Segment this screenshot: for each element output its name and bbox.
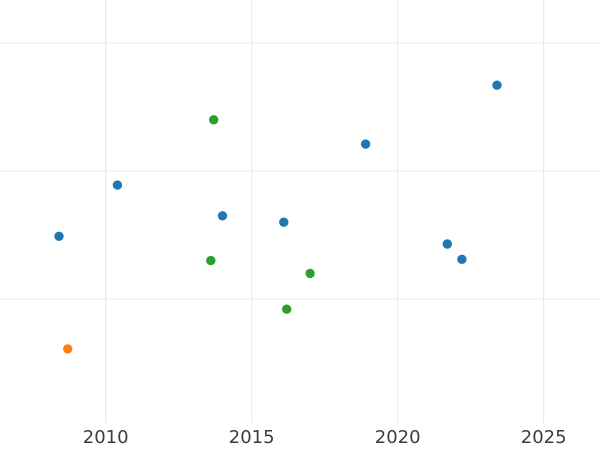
x-tick-label: 2020 bbox=[374, 427, 421, 448]
data-point-blue bbox=[112, 180, 123, 190]
data-points bbox=[54, 80, 502, 354]
x-tick-label: 2015 bbox=[228, 427, 275, 448]
data-point-green bbox=[282, 304, 292, 314]
data-point-green bbox=[305, 268, 315, 279]
data-point-blue bbox=[492, 80, 502, 90]
data-point-blue bbox=[360, 139, 371, 149]
x-tick-label: 2010 bbox=[82, 427, 129, 448]
data-point-blue bbox=[457, 254, 467, 264]
data-point-blue bbox=[54, 231, 64, 241]
data-point-blue bbox=[217, 211, 228, 221]
data-point-green bbox=[206, 255, 216, 266]
data-point-blue bbox=[442, 239, 452, 249]
x-tick-label: 2025 bbox=[520, 427, 567, 448]
data-point-orange bbox=[62, 344, 73, 354]
data-point-blue bbox=[279, 217, 289, 227]
gridlines bbox=[0, 0, 600, 423]
data-point-green bbox=[209, 115, 219, 125]
